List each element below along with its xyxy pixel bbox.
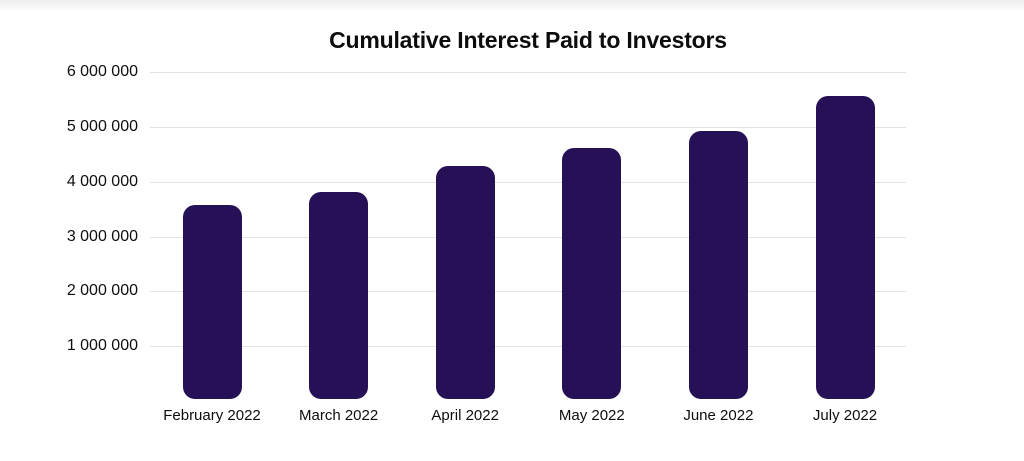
bar-february-2022: [182, 205, 242, 399]
gridline: [150, 181, 906, 183]
y-tick-label: 3 000 000: [66, 227, 138, 245]
y-tick-label: 4 000 000: [66, 172, 138, 190]
gridline: [150, 72, 906, 73]
x-tick-label: July 2022: [812, 407, 878, 424]
bar-july-2022: [815, 96, 875, 399]
chart-title: Cumulative Interest Paid to Investors: [329, 27, 727, 53]
x-tick-label: March 2022: [298, 407, 379, 424]
bar-march-2022: [309, 192, 369, 399]
x-tick-label: April 2022: [431, 407, 499, 424]
x-tick-label: May 2022: [558, 407, 625, 424]
gridline: [150, 291, 906, 293]
gridline: [150, 236, 906, 238]
top-edge-shadow: [0, 0, 1024, 12]
y-tick-label: 5 000 000: [66, 117, 138, 135]
bar-june-2022: [688, 130, 748, 399]
gridline: [150, 126, 906, 128]
bar-may-2022: [562, 147, 622, 399]
y-tick-label: 2 000 000: [66, 282, 138, 300]
y-tick-label: 1 000 000: [66, 337, 138, 355]
gridline: [150, 346, 906, 348]
x-tick-label: June 2022: [683, 407, 754, 424]
x-tick-label: February 2022: [163, 407, 261, 424]
bar-april-2022: [435, 166, 495, 399]
y-tick-label: 6 000 000: [66, 63, 138, 80]
